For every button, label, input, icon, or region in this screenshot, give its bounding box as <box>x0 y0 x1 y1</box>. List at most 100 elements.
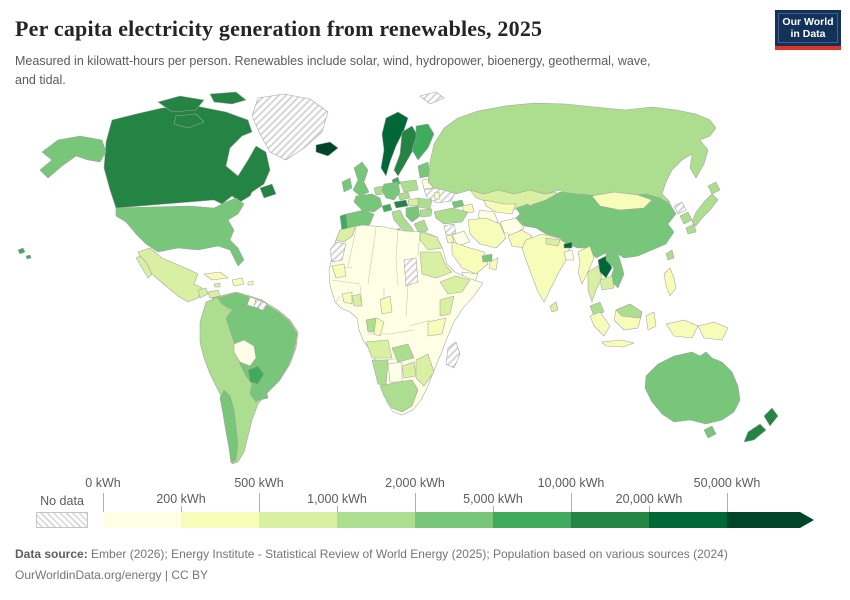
region-congo[interactable] <box>373 317 385 337</box>
region-new-zealand-south[interactable] <box>743 423 767 443</box>
region-botswana[interactable] <box>387 361 403 383</box>
region-morocco[interactable] <box>335 225 357 243</box>
region-sri-lanka[interactable] <box>549 301 559 313</box>
region-kyrgyzstan-tajikistan[interactable] <box>515 203 533 215</box>
region-france[interactable] <box>353 193 383 213</box>
region-japan-honshu[interactable] <box>691 193 719 227</box>
region-saudi-arabia[interactable] <box>451 241 489 275</box>
region-uruguay[interactable] <box>257 389 269 401</box>
owid-energy-link[interactable]: OurWorldinData.org/energy <box>15 568 162 582</box>
region-sudan[interactable] <box>419 251 453 279</box>
region-bhutan[interactable] <box>563 241 573 249</box>
legend-bin-0-200[interactable] <box>103 512 181 528</box>
region-java[interactable] <box>601 339 635 348</box>
region-angola[interactable] <box>365 339 393 359</box>
region-iran[interactable] <box>467 217 507 249</box>
region-norway[interactable] <box>380 111 409 177</box>
legend-bin-10000-20000[interactable] <box>571 512 649 528</box>
region-canada-arctic3[interactable] <box>173 113 205 129</box>
region-philippines[interactable] <box>663 267 677 297</box>
region-balkans[interactable] <box>405 205 421 223</box>
region-sweden[interactable] <box>393 125 419 177</box>
region-japan-hokkaido[interactable] <box>707 181 721 195</box>
region-cambodia[interactable] <box>599 275 615 291</box>
region-czechia[interactable] <box>397 191 411 201</box>
region-canada-arctic2[interactable] <box>209 91 247 105</box>
region-iraq[interactable] <box>451 230 471 247</box>
region-zambia[interactable] <box>391 343 415 363</box>
region-turkey[interactable] <box>433 207 469 225</box>
region-chad[interactable] <box>403 257 419 287</box>
region-syria[interactable] <box>443 223 457 236</box>
region-jamaica[interactable] <box>213 282 221 288</box>
legend-bin-500-1000[interactable] <box>259 512 337 528</box>
region-puerto-rico[interactable] <box>247 280 254 286</box>
region-egypt[interactable] <box>419 231 443 251</box>
no-data-swatch[interactable] <box>36 512 88 528</box>
region-germany[interactable] <box>381 181 401 201</box>
legend-bin-1000-2000[interactable] <box>337 512 415 528</box>
region-mongolia[interactable] <box>591 191 653 211</box>
region-japan-kyushu[interactable] <box>685 223 697 235</box>
region-madagascar[interactable] <box>445 341 461 369</box>
region-mozambique[interactable] <box>415 353 435 387</box>
region-canada[interactable] <box>103 105 271 209</box>
region-canada-arctic1[interactable] <box>157 95 205 113</box>
region-greenland[interactable] <box>251 93 329 161</box>
region-south-korea[interactable] <box>679 211 693 225</box>
region-baja[interactable] <box>135 255 153 279</box>
region-north-korea[interactable] <box>673 201 687 215</box>
region-nepal[interactable] <box>545 237 561 247</box>
region-sumatra[interactable] <box>589 311 611 337</box>
region-kenya[interactable] <box>439 295 455 317</box>
region-hispaniola[interactable] <box>231 277 245 287</box>
region-ivory-coast[interactable] <box>341 291 353 305</box>
legend-bin-50000-plus[interactable] <box>727 512 800 528</box>
region-newfoundland[interactable] <box>259 183 277 199</box>
region-cameroon[interactable] <box>379 295 393 315</box>
region-mexico[interactable] <box>137 247 203 303</box>
region-myanmar[interactable] <box>577 245 595 285</box>
region-hawaii[interactable] <box>17 247 32 260</box>
region-cuba[interactable] <box>203 271 229 281</box>
region-india[interactable] <box>521 233 571 303</box>
region-greece[interactable] <box>413 219 429 236</box>
region-jordan[interactable] <box>445 234 455 244</box>
region-finland[interactable] <box>411 123 435 161</box>
region-moldova[interactable] <box>433 191 441 200</box>
region-ethiopia[interactable] <box>439 275 471 295</box>
region-ghana[interactable] <box>351 293 363 307</box>
region-tanzania[interactable] <box>427 317 447 337</box>
owid-logo[interactable]: Our World in Data <box>775 10 841 50</box>
region-ireland[interactable] <box>341 177 353 193</box>
region-romania[interactable] <box>417 197 433 210</box>
region-iceland[interactable] <box>315 141 339 157</box>
region-taiwan[interactable] <box>665 249 675 261</box>
region-uae[interactable] <box>481 253 493 263</box>
region-oman[interactable] <box>488 257 499 271</box>
region-guatemala[interactable] <box>197 287 209 299</box>
legend-bin-20000-50000[interactable] <box>649 512 727 528</box>
region-hungary[interactable] <box>407 197 420 207</box>
region-papua-new-guinea[interactable] <box>697 321 729 341</box>
region-new-zealand-north[interactable] <box>763 407 779 427</box>
region-uk[interactable] <box>352 161 370 197</box>
region-bulgaria[interactable] <box>419 208 433 218</box>
region-alaska[interactable] <box>39 135 107 179</box>
region-senegal-guinea[interactable] <box>331 263 347 279</box>
region-west-papua[interactable] <box>665 319 699 339</box>
region-svalbard[interactable] <box>419 91 445 105</box>
region-french-guiana[interactable] <box>257 300 268 312</box>
region-vietnam[interactable] <box>605 247 625 289</box>
region-poland[interactable] <box>399 179 419 193</box>
region-baltics[interactable] <box>417 161 431 179</box>
region-tasmania[interactable] <box>703 425 717 439</box>
region-paraguay[interactable] <box>247 365 265 385</box>
region-malaysia-borneo[interactable] <box>615 303 643 319</box>
region-venezuela[interactable] <box>217 292 250 310</box>
region-south-africa[interactable] <box>379 379 419 413</box>
region-sulawesi[interactable] <box>645 311 657 331</box>
region-russia[interactable] <box>427 102 717 209</box>
region-uzbekistan[interactable] <box>483 199 517 215</box>
legend-bin-200-500[interactable] <box>181 512 259 528</box>
